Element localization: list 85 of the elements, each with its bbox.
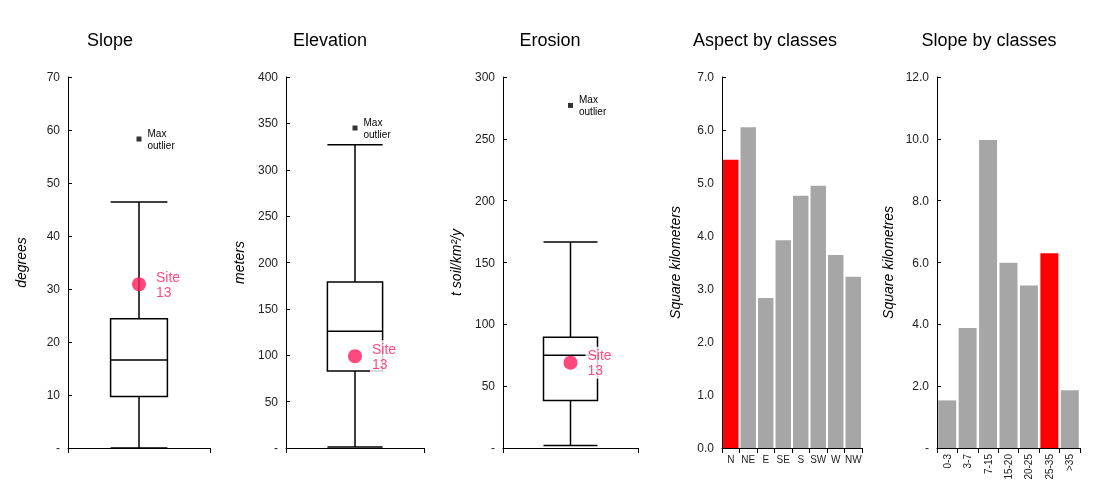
chart-title: Aspect by classes xyxy=(692,30,838,50)
y-tick-label: 0.0 xyxy=(697,441,715,455)
y-tick-label: 10 xyxy=(46,388,61,402)
y-tick-label: 300 xyxy=(257,162,279,177)
bar xyxy=(758,298,774,448)
x-tick-label: 25-35 xyxy=(1043,453,1055,480)
y-axis-title: degrees xyxy=(13,237,29,288)
y-tick-label: 6.0 xyxy=(912,255,930,270)
y-axis-title: meters xyxy=(231,241,247,284)
bar xyxy=(828,255,844,448)
annotation: Max outlier xyxy=(147,127,176,151)
y-tick-label: 350 xyxy=(257,116,279,131)
bar xyxy=(775,240,791,448)
y-tick-label: 10.0 xyxy=(905,131,930,146)
x-tick-label: S xyxy=(797,453,805,465)
y-tick-label: 6.0 xyxy=(697,123,715,137)
x-tick-label: NE xyxy=(741,453,756,465)
x-tick-label: NW xyxy=(844,453,863,465)
y-tick-label: 4.0 xyxy=(912,317,930,332)
y-axis-title: t soil/km²/y xyxy=(448,228,464,296)
y-tick-label: 2.0 xyxy=(912,379,930,394)
y-tick-label: - xyxy=(56,441,60,455)
chart-title: Slope xyxy=(86,30,134,50)
y-tick-label: 20 xyxy=(46,335,61,349)
bar xyxy=(979,140,998,448)
y-axis-title: Square kilometres xyxy=(879,206,896,319)
annotation: Max outlier xyxy=(579,93,607,117)
y-tick-label: 250 xyxy=(257,209,279,224)
y-tick-label: - xyxy=(274,441,278,455)
series-label: Site 13 xyxy=(156,268,185,300)
y-tick-label: 40 xyxy=(46,229,61,243)
x-tick-label: E xyxy=(762,453,770,465)
bar xyxy=(793,195,809,448)
y-tick-label: 100 xyxy=(257,348,279,363)
y-tick-label: 12.0 xyxy=(905,70,930,84)
bar xyxy=(1019,285,1038,448)
y-tick-label: 30 xyxy=(46,282,61,296)
y-tick-label: 100 xyxy=(474,317,496,332)
y-tick-label: 8.0 xyxy=(912,193,930,208)
bar xyxy=(958,328,977,448)
y-tick-label: 150 xyxy=(257,301,279,316)
x-tick-label: 20-25 xyxy=(1023,453,1035,480)
chart-title: Erosion xyxy=(519,30,581,50)
y-tick-label: 50 xyxy=(264,394,279,409)
y-tick-label: 4.0 xyxy=(697,229,715,243)
y-tick-label: 150 xyxy=(474,255,496,270)
bar xyxy=(740,127,756,448)
series-label: Site 13 xyxy=(587,347,616,379)
x-tick-label: 0-3 xyxy=(941,453,953,469)
x-tick-label: 7-15 xyxy=(982,453,994,475)
y-tick-label: 7.0 xyxy=(697,70,715,84)
y-tick-label: 200 xyxy=(257,255,279,270)
y-tick-label: 200 xyxy=(474,193,496,208)
x-tick-label: >35 xyxy=(1064,453,1076,471)
x-tick-label: W xyxy=(831,453,842,465)
series-label: Site 13 xyxy=(372,340,401,372)
x-tick-label: SE xyxy=(776,453,791,465)
y-tick-label: 300 xyxy=(474,70,496,84)
x-tick-label: N xyxy=(727,453,735,465)
y-tick-label: 70 xyxy=(46,70,61,84)
y-tick-label: 50 xyxy=(481,379,496,394)
y-tick-label: 2.0 xyxy=(697,335,715,349)
y-tick-label: 1.0 xyxy=(697,388,715,402)
annotation: Max outlier xyxy=(363,116,392,140)
bar xyxy=(1040,253,1059,448)
y-tick-label: 400 xyxy=(257,70,279,84)
y-tick-label: - xyxy=(925,441,929,455)
bar xyxy=(1060,390,1079,448)
y-tick-label: 3.0 xyxy=(697,282,715,296)
x-tick-label: SW xyxy=(810,453,827,465)
x-tick-label: 15-20 xyxy=(1003,453,1014,480)
bar xyxy=(999,262,1018,448)
y-tick-label: 250 xyxy=(474,131,496,146)
y-tick-label: - xyxy=(491,441,495,455)
bar xyxy=(845,276,861,448)
y-tick-label: 60 xyxy=(46,123,61,137)
bar xyxy=(938,400,957,448)
chart-title: Slope by classes xyxy=(921,30,1057,50)
chart-title: Elevation xyxy=(292,30,368,50)
y-axis-title: Square kilometers xyxy=(667,206,683,319)
bar xyxy=(810,185,826,448)
y-tick-label: 50 xyxy=(46,176,61,190)
bar xyxy=(723,159,739,448)
x-tick-label: 3-7 xyxy=(962,453,974,469)
y-tick-label: 5.0 xyxy=(697,176,715,190)
